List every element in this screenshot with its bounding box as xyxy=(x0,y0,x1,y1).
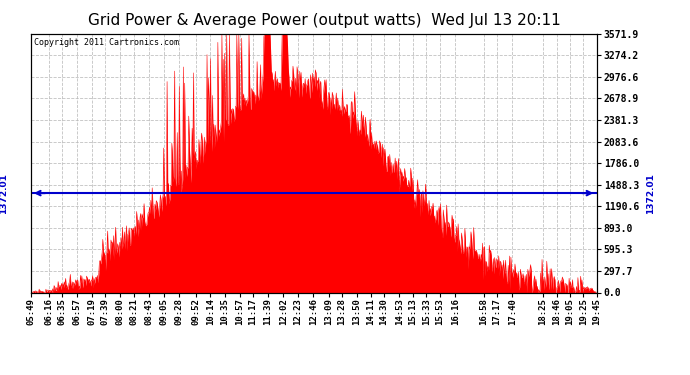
Text: 1372.01: 1372.01 xyxy=(0,172,8,213)
Text: Grid Power & Average Power (output watts)  Wed Jul 13 20:11: Grid Power & Average Power (output watts… xyxy=(88,13,561,28)
Text: Copyright 2011 Cartronics.com: Copyright 2011 Cartronics.com xyxy=(34,38,179,46)
Text: 1372.01: 1372.01 xyxy=(646,172,655,213)
